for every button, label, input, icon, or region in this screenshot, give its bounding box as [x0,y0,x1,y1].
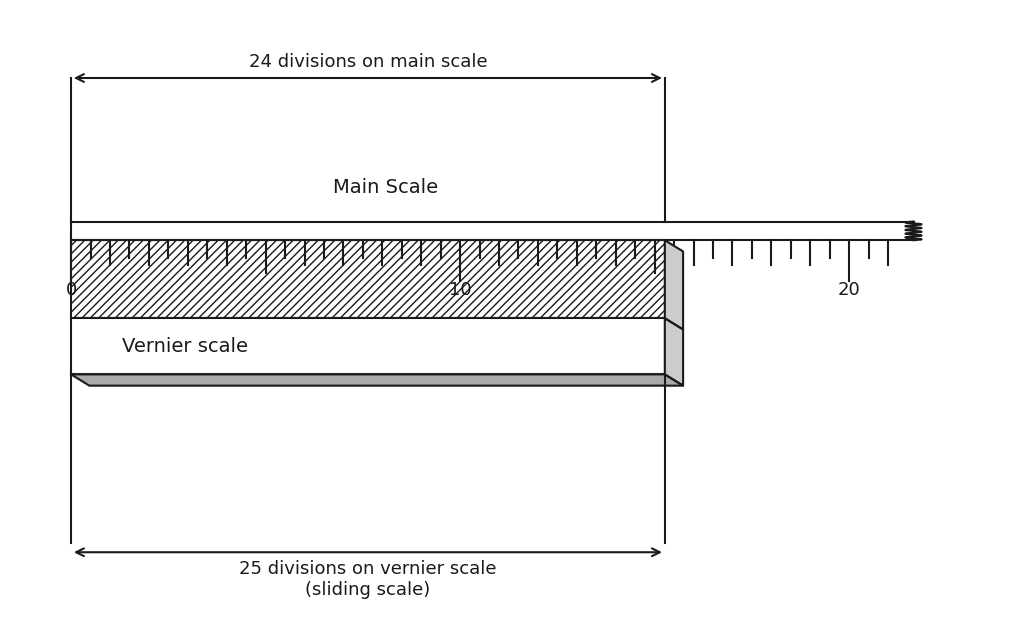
Text: 20: 20 [837,281,861,299]
Polygon shape [71,374,683,386]
Bar [71,318,665,374]
Text: 24 divisions on main scale: 24 divisions on main scale [249,52,487,71]
Text: 10: 10 [449,281,471,299]
Text: 25 divisions on vernier scale
(sliding scale): 25 divisions on vernier scale (sliding s… [240,560,496,598]
Polygon shape [665,318,683,386]
Polygon shape [665,240,683,329]
Text: Vernier scale: Vernier scale [122,337,248,356]
Text: Main Scale: Main Scale [333,178,438,197]
Bar [71,240,665,318]
Text: 0: 0 [65,281,77,299]
